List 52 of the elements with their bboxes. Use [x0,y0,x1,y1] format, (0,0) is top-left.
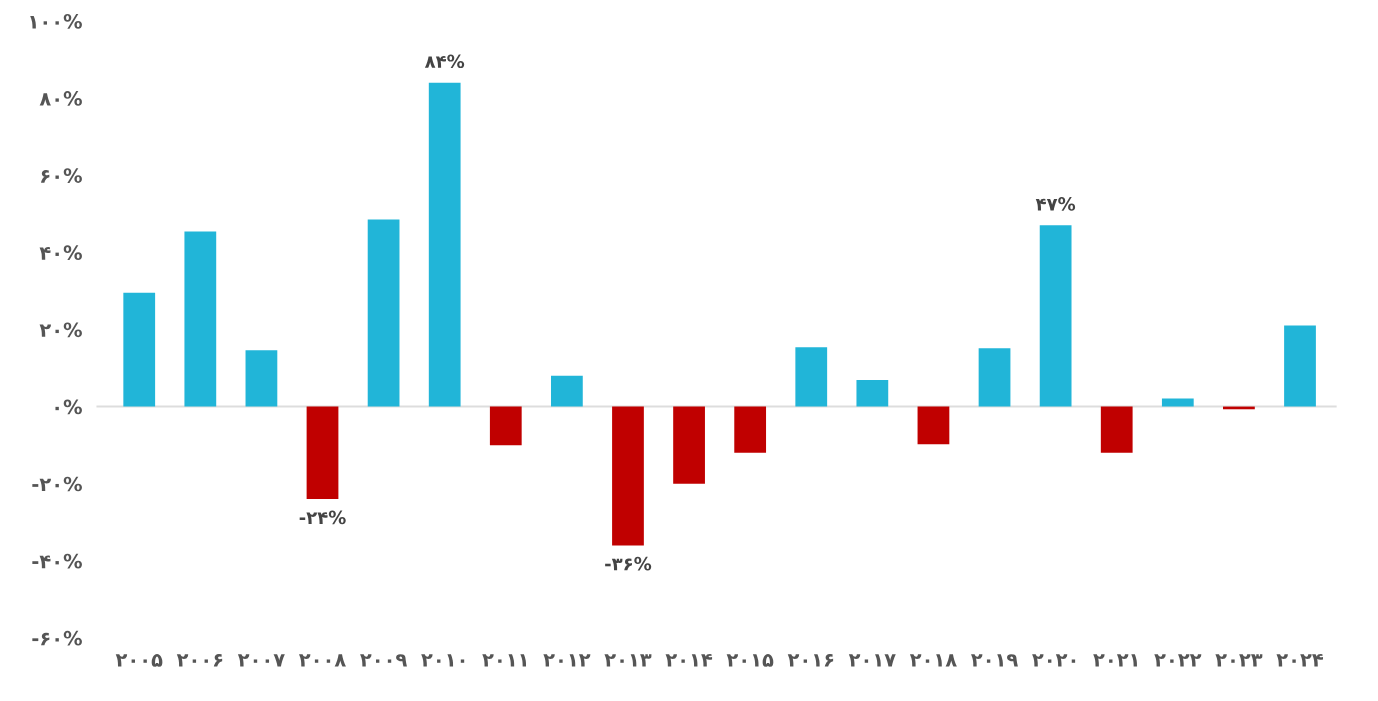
bar [734,406,767,453]
x-tick-label: ۲۰۱۹ [971,654,1018,667]
x-tick-label: ۲۰۲۱ [1093,654,1137,667]
bar [306,406,339,500]
x-tick-label: ۲۰۰۵ [115,654,163,667]
x-tick-label: ۲۰۱۴ [665,653,713,667]
x-tick-label: ۲۰۱۰ [421,654,465,667]
x-tick-label: ۲۰۰۸ [299,654,346,667]
bar [612,406,644,546]
bar [1100,406,1133,453]
x-tick-label: ۲۰۰۷ [237,654,285,667]
data-label: -۲۴% [299,510,346,525]
y-tick-label: -۲۰% [32,476,82,492]
x-tick-label: ۲۰۱۳ [604,654,652,667]
x-tick-label: ۲۰۲۳ [1215,654,1263,667]
bar [978,348,1011,407]
bar [1039,225,1072,407]
x-tick-label: ۲۰۱۱ [482,654,527,667]
bar [428,82,461,407]
y-tick-label: ۸۰% [39,91,82,106]
bar [673,406,705,484]
bar [245,350,278,407]
x-tick-label: ۲۰۰۶ [176,654,223,667]
y-tick-label: ۶۰% [41,168,82,183]
data-label: ۸۴% [424,54,465,69]
y-tick-label: -۴۰% [32,553,82,569]
y-tick-label: ۰% [55,399,82,415]
data-label: -۳۶% [605,556,652,571]
bar [184,231,217,407]
bar [489,406,522,446]
x-tick-label: ۲۰۱۸ [909,654,957,667]
x-tick-label: ۲۰۲۰ [1032,654,1076,667]
x-tick-label: ۲۰۱۶ [787,654,834,667]
bar [551,375,583,407]
bar [856,379,889,407]
y-tick-label: ۴۰% [39,245,82,261]
x-tick-label: ۲۰۲۴ [1276,653,1324,667]
y-tick-label: ۲۰% [39,322,82,338]
bar [1284,325,1316,407]
bar [123,292,156,407]
x-tick-label: ۲۰۲۲ [1154,654,1202,667]
y-tick-label: -۶۰% [32,630,82,646]
x-tick-label: ۲۰۱۲ [543,654,591,667]
x-tick-label: ۲۰۱۵ [726,654,774,667]
y-tick-label: ۱۰۰% [30,13,82,29]
x-tick-label: ۲۰۰۹ [360,654,407,667]
bar [917,406,950,445]
x-tick-label: ۲۰۱۷ [848,654,896,667]
data-label: ۴۷% [1035,197,1076,211]
bar [1161,398,1194,407]
bar [795,347,828,407]
bar [367,219,400,407]
